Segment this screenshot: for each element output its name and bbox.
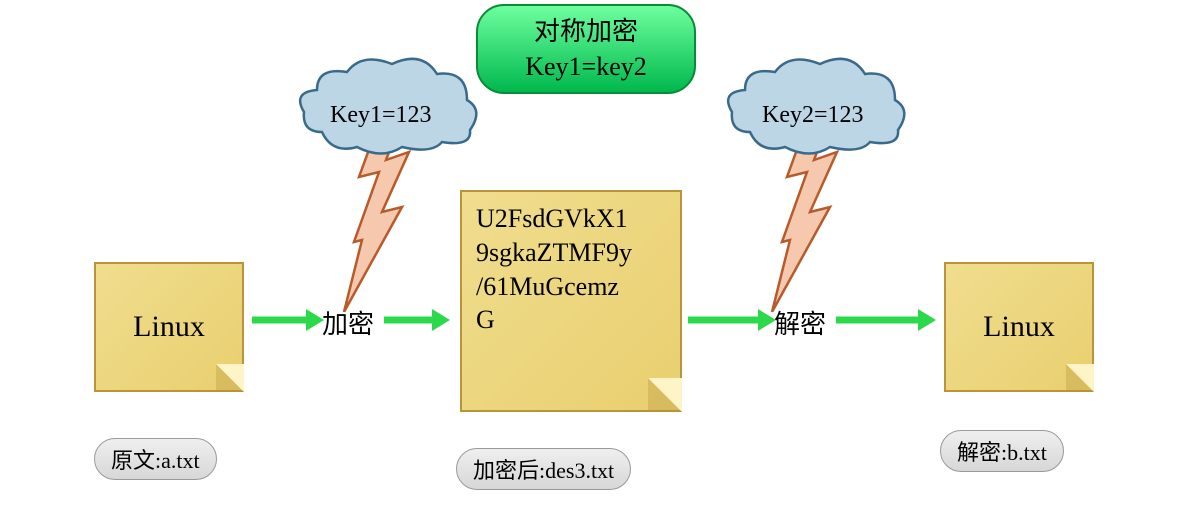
caption-middle: 加密后:des3.txt — [456, 448, 631, 490]
caption-right: 解密:b.txt — [940, 430, 1064, 472]
cloud-key1 — [292, 52, 482, 317]
cloud-key2-label: Key2=123 — [762, 102, 864, 129]
arrow-encrypt-label: 加密 — [322, 304, 374, 341]
cloud-key1-label: Key1=123 — [330, 102, 432, 129]
note-middle-text: U2FsdGVkX19sgkaZTMF9y/61MuGcemzG — [462, 192, 680, 347]
note-left-text: Linux — [133, 310, 205, 344]
note-middle: U2FsdGVkX19sgkaZTMF9y/61MuGcemzG — [460, 190, 682, 412]
title-line1: 对称加密 — [506, 14, 666, 49]
title-line2: Key1=key2 — [506, 49, 666, 84]
caption-left-text: 原文:a.txt — [111, 443, 200, 475]
arrow-decrypt-label: 解密 — [774, 304, 826, 341]
note-left: Linux — [94, 262, 244, 392]
note-right: Linux — [944, 262, 1094, 392]
caption-left: 原文:a.txt — [94, 438, 217, 480]
caption-right-text: 解密:b.txt — [957, 435, 1047, 467]
note-right-text: Linux — [983, 310, 1055, 344]
cloud-key2 — [720, 52, 910, 317]
caption-middle-text: 加密后:des3.txt — [473, 453, 614, 485]
title-box: 对称加密 Key1=key2 — [476, 4, 696, 94]
